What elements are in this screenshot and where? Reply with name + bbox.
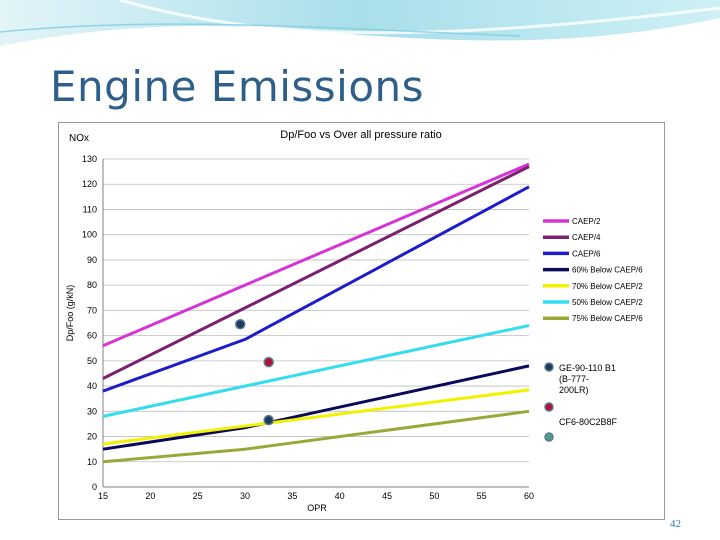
x-axis-label: OPR [307,503,327,513]
chart-title: Dp/Foo vs Over all pressure ratio [280,129,441,141]
x-tick-label: 15 [98,491,108,501]
y-tick-label: 60 [87,331,97,341]
y-tick-label: 10 [87,457,97,467]
legend-marker-label-line: GE-90-110 B1 [559,363,616,373]
page-number: 42 [670,518,681,530]
series-line [102,324,530,418]
data-point-marker [263,356,274,368]
legend-marker-label-line: (B-777- [559,374,589,384]
legend-label: 75% Below CAEP/6 [572,314,643,323]
legend-marker-label: GE-90-110 B1 (B-777-200LR) [559,363,616,395]
series-layer [102,162,530,464]
y-tick-label: 130 [82,154,97,164]
x-tick-label: 60 [524,491,534,501]
y-tick-label: 110 [83,204,97,214]
grid-layer: 0 10 20 30 40 50 60 70 80 90 100 110 120 130 15 20 25 30 3… [82,154,534,501]
y-tick-label: 120 [82,179,97,189]
series-line [102,162,530,348]
series-line [102,185,530,393]
x-tick-label: 20 [145,491,155,501]
y-tick-label: 70 [87,305,97,315]
legend-label: 60% Below CAEP/6 [572,266,643,275]
x-tick-label: 25 [193,491,203,501]
header-banner [0,0,720,60]
legend-marker [544,362,554,372]
emissions-chart: NOx Dp/Foo vs Over all pressure ratio OP… [65,129,643,513]
legend-label: CAEP/2 [572,217,601,226]
legend-label: 50% Below CAEP/2 [572,298,643,307]
series-line [102,388,530,446]
chart-corner-label: NOx [69,133,89,144]
slide-title: Engine Emissions [50,62,425,111]
y-tick-label: 100 [82,230,97,240]
x-tick-label: 45 [382,491,392,501]
y-tick-label: 0 [92,482,97,492]
legend-marker [544,432,554,442]
marker-layer [235,319,274,426]
legend-marker [544,402,554,412]
x-tick-label: 50 [429,491,439,501]
legend-marker-label: CF6-80C2B8F [559,417,618,427]
data-point-marker [235,319,246,330]
legend-label: CAEP/6 [572,249,601,258]
y-tick-label: 50 [87,356,97,366]
y-tick-label: 80 [87,280,97,290]
x-tick-label: 35 [287,491,297,501]
series-line [102,165,530,380]
series-line [102,364,530,451]
y-axis-label: Dp/Foo (g/kN) [65,285,75,342]
legend-label: CAEP/4 [572,233,601,242]
y-tick-label: 30 [87,406,97,416]
series-line [102,409,530,464]
data-point-marker [263,414,274,426]
legend: CAEP/2 CAEP/4 CAEP/6 60% Below CAEP/6 70% Be… [543,217,643,442]
x-tick-label: 55 [477,491,487,501]
chart-frame: NOx Dp/Foo vs Over all pressure ratio OP… [58,122,665,520]
x-tick-label: 40 [335,491,345,501]
y-tick-label: 20 [87,432,97,442]
y-tick-label: 90 [87,255,97,265]
y-tick-label: 40 [87,381,97,391]
legend-marker-label-line: 200LR) [559,385,589,395]
x-tick-label: 30 [240,491,250,501]
legend-label: 70% Below CAEP/2 [572,282,643,291]
